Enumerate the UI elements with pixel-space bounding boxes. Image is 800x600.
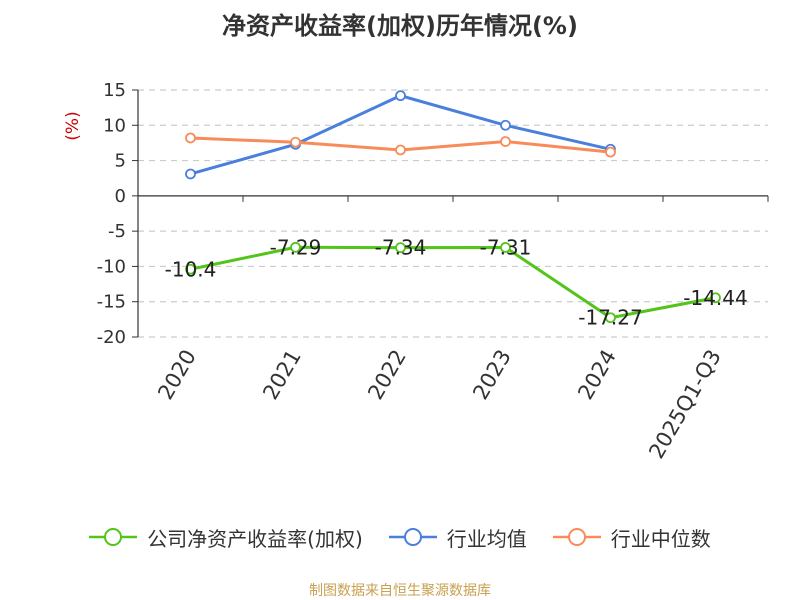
data-point [185, 263, 196, 275]
x-tick-label: 2024 [573, 346, 621, 404]
x-tick-label: 2023 [468, 346, 516, 404]
data-point [395, 242, 406, 254]
data-point [395, 90, 406, 102]
data-point [395, 144, 406, 156]
legend-label: 行业均值 [446, 526, 527, 551]
y-tick-label: 5 [115, 151, 126, 172]
data-label: -7.29 [270, 235, 322, 259]
data-point [500, 242, 511, 253]
data-point [605, 146, 616, 158]
y-tick-label: 15 [103, 80, 126, 101]
chart-title: 净资产收益率(加权)历年情况(%) [222, 12, 578, 40]
legend-label: 行业中位数 [610, 526, 711, 551]
legend-swatch [89, 528, 138, 546]
y-tick-label: -15 [97, 292, 126, 313]
data-point [185, 168, 196, 180]
y-tick-label: 10 [103, 115, 126, 136]
data-label: -7.34 [375, 236, 427, 260]
y-axis-label: (%) [63, 111, 83, 140]
source-note: 制图数据来自恒生聚源数据库 [309, 583, 491, 599]
legend-swatch-marker [104, 528, 123, 546]
data-point [290, 241, 301, 253]
legend: 公司净资产收益率(加权) 行业均值 行业中位数 [0, 520, 800, 554]
series-line [190, 94, 611, 176]
grid-lines [138, 89, 768, 338]
legend-swatch [388, 528, 437, 546]
data-label: -14.44 [683, 286, 747, 310]
y-tick-label: -5 [108, 221, 126, 242]
data-labels: -10.4 -7.29 -7.34 -7.31 -17.27 -14.44 [165, 235, 748, 329]
y-tick-label: -20 [97, 327, 126, 348]
data-point [185, 132, 196, 144]
legend-swatch-marker [403, 528, 422, 546]
x-tick-label: 2020 [153, 346, 201, 404]
data-point [710, 292, 721, 304]
series [185, 90, 721, 324]
data-point [500, 119, 511, 131]
data-label: -7.31 [480, 235, 532, 259]
series-line [190, 245, 716, 320]
data-point [500, 136, 511, 147]
legend-item[interactable]: 公司净资产收益率(加权) [89, 523, 363, 552]
x-tick-label: 2025Q1-Q3 [644, 346, 726, 463]
legend-item[interactable]: 行业中位数 [552, 523, 711, 552]
x-tick-label: 2021 [258, 346, 306, 404]
legend-swatch [552, 528, 601, 546]
legend-label: 公司净资产收益率(加权) [147, 526, 363, 551]
x-tick-label: 2022 [363, 346, 411, 404]
legend-swatch-marker [567, 528, 586, 546]
y-tick-label: 0 [115, 186, 126, 207]
chart-plot: 15 10 5 0 -5 -10 -15 -20 2020 2021 2022 2023 2024 202… [63, 80, 769, 463]
legend-item[interactable]: 行业均值 [388, 523, 527, 552]
data-point [290, 136, 301, 148]
data-point [605, 312, 616, 324]
data-label: -10.4 [165, 257, 217, 281]
y-tick-label: -10 [97, 256, 126, 277]
data-label: -17.27 [578, 306, 642, 330]
